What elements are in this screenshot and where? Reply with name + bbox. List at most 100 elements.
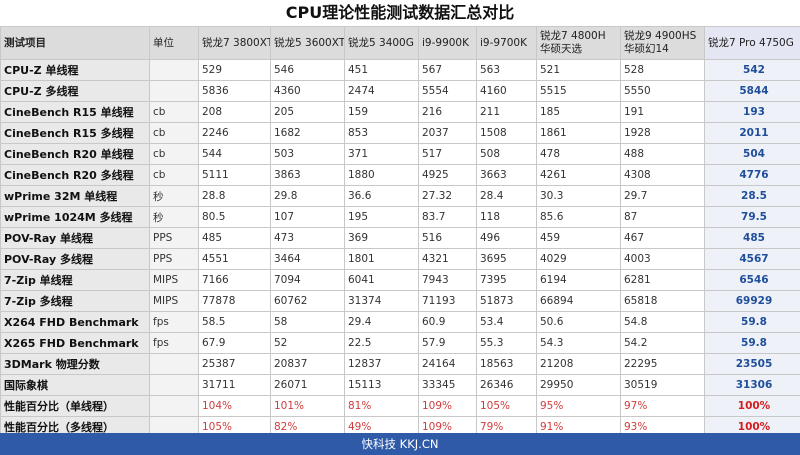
score-cell: 67.9 xyxy=(198,332,271,354)
score-cell: 20837 xyxy=(270,353,345,375)
score-cell-highlight: 504 xyxy=(704,143,800,165)
score-cell-highlight: 23505 xyxy=(704,353,800,375)
test-unit xyxy=(149,416,199,438)
score-cell: 467 xyxy=(620,227,705,249)
test-item-name: X264 FHD Benchmark xyxy=(0,311,150,333)
test-item-name: wPrime 32M 单线程 xyxy=(0,185,150,207)
table-row: CineBench R15 多线程 cb 2246 1682 853 2037 1508 18… xyxy=(0,122,800,144)
score-cell: 216 xyxy=(418,101,477,123)
score-cell-highlight: 193 xyxy=(704,101,800,123)
header-cpu: 锐龙7 4800H 华硕天选 xyxy=(536,26,621,60)
score-cell: 5515 xyxy=(536,80,621,102)
score-cell: 30.3 xyxy=(536,185,621,207)
score-cell: 496 xyxy=(476,227,537,249)
score-cell: 53.4 xyxy=(476,311,537,333)
score-cell-highlight: 5844 xyxy=(704,80,800,102)
score-cell: 7094 xyxy=(270,269,345,291)
score-cell: 97% xyxy=(620,395,705,417)
score-cell: 109% xyxy=(418,395,477,417)
table-row: 7-Zip 单线程 MIPS 7166 7094 6041 7943 7395 6194 628… xyxy=(0,269,800,291)
test-unit: 秒 xyxy=(149,185,199,207)
test-unit: cb xyxy=(149,101,199,123)
table-row: 性能百分比（单线程） 104% 101% 81% 109% 105% 95% 97% 100% xyxy=(0,395,800,417)
table-row: wPrime 32M 单线程秒 28.8 29.8 36.6 27.32 28.4 30.3… xyxy=(0,185,800,207)
score-cell: 371 xyxy=(344,143,419,165)
score-cell: 22.5 xyxy=(344,332,419,354)
score-cell: 29950 xyxy=(536,374,621,396)
table-row: CineBench R20 单线程 cb 544 503 371 517 508 478 488… xyxy=(0,143,800,165)
table-row: CPU-Z 单线程 529 546 451 567 563 521 528 542 xyxy=(0,59,800,81)
table-row: 3DMark 物理分数 25387 20837 12837 24164 18563 2120… xyxy=(0,353,800,375)
score-cell: 4003 xyxy=(620,248,705,270)
test-item-name: CineBench R20 多线程 xyxy=(0,164,150,186)
score-cell: 109% xyxy=(418,416,477,438)
score-cell: 107 xyxy=(270,206,345,228)
test-item-name: 3DMark 物理分数 xyxy=(0,353,150,375)
score-cell: 4925 xyxy=(418,164,477,186)
test-unit xyxy=(149,59,199,81)
score-cell: 1928 xyxy=(620,122,705,144)
score-cell: 104% xyxy=(198,395,271,417)
test-unit: cb xyxy=(149,164,199,186)
score-cell: 82% xyxy=(270,416,345,438)
test-item-name: POV-Ray 多线程 xyxy=(0,248,150,270)
score-cell: 195 xyxy=(344,206,419,228)
test-item-name: 性能百分比（单线程） xyxy=(0,395,150,417)
score-cell: 478 xyxy=(536,143,621,165)
score-cell: 2246 xyxy=(198,122,271,144)
header-cpu: 锐龙7 3800XT xyxy=(198,26,271,60)
score-cell: 563 xyxy=(476,59,537,81)
score-cell: 25387 xyxy=(198,353,271,375)
score-cell: 185 xyxy=(536,101,621,123)
table-title: CPU理论性能测试数据汇总对比 xyxy=(0,0,800,26)
test-unit: fps xyxy=(149,332,199,354)
score-cell: 4551 xyxy=(198,248,271,270)
score-cell-highlight: 100% xyxy=(704,416,800,438)
test-unit: fps xyxy=(149,311,199,333)
score-cell: 191 xyxy=(620,101,705,123)
score-cell: 95% xyxy=(536,395,621,417)
score-cell: 29.8 xyxy=(270,185,345,207)
test-unit: MIPS xyxy=(149,269,199,291)
score-cell: 4160 xyxy=(476,80,537,102)
test-item-name: X265 FHD Benchmark xyxy=(0,332,150,354)
score-cell: 5836 xyxy=(198,80,271,102)
score-cell-highlight: 59.8 xyxy=(704,332,800,354)
score-cell: 21208 xyxy=(536,353,621,375)
test-unit: PPS xyxy=(149,227,199,249)
score-cell: 159 xyxy=(344,101,419,123)
score-cell: 85.6 xyxy=(536,206,621,228)
test-unit xyxy=(149,395,199,417)
header-unit: 单位 xyxy=(149,26,199,60)
table-row: POV-Ray 单线程 PPS 485 473 369 516 496 459 467 485 xyxy=(0,227,800,249)
table-row: X265 FHD Benchmark fps 67.9 52 22.5 57.9 55.3 5… xyxy=(0,332,800,354)
table-row: X264 FHD Benchmark fps 58.5 58 29.4 60.9 53.4 5… xyxy=(0,311,800,333)
score-cell: 6194 xyxy=(536,269,621,291)
score-cell: 22295 xyxy=(620,353,705,375)
score-cell: 31374 xyxy=(344,290,419,312)
benchmark-table: 测试项目 单位 锐龙7 3800XT 锐龙5 3600XT 锐龙5 3400G … xyxy=(0,26,800,438)
score-cell: 517 xyxy=(418,143,477,165)
score-cell: 57.9 xyxy=(418,332,477,354)
score-cell: 1861 xyxy=(536,122,621,144)
score-cell: 7943 xyxy=(418,269,477,291)
score-cell: 93% xyxy=(620,416,705,438)
score-cell: 205 xyxy=(270,101,345,123)
test-unit xyxy=(149,374,199,396)
table-row: CPU-Z 多线程 5836 4360 2474 5554 4160 5515 5550 584… xyxy=(0,80,800,102)
score-cell: 2037 xyxy=(418,122,477,144)
test-unit: 秒 xyxy=(149,206,199,228)
score-cell: 1508 xyxy=(476,122,537,144)
score-cell: 208 xyxy=(198,101,271,123)
score-cell: 29.4 xyxy=(344,311,419,333)
score-cell: 503 xyxy=(270,143,345,165)
score-cell-highlight: 69929 xyxy=(704,290,800,312)
table-row: wPrime 1024M 多线程秒 80.5 107 195 83.7 118 85.6 87… xyxy=(0,206,800,228)
score-cell: 3863 xyxy=(270,164,345,186)
score-cell-highlight: 28.5 xyxy=(704,185,800,207)
score-cell: 3464 xyxy=(270,248,345,270)
header-cpu: i9-9900K xyxy=(418,26,477,60)
score-cell: 58 xyxy=(270,311,345,333)
test-item-name: CPU-Z 多线程 xyxy=(0,80,150,102)
score-cell-highlight: 4567 xyxy=(704,248,800,270)
